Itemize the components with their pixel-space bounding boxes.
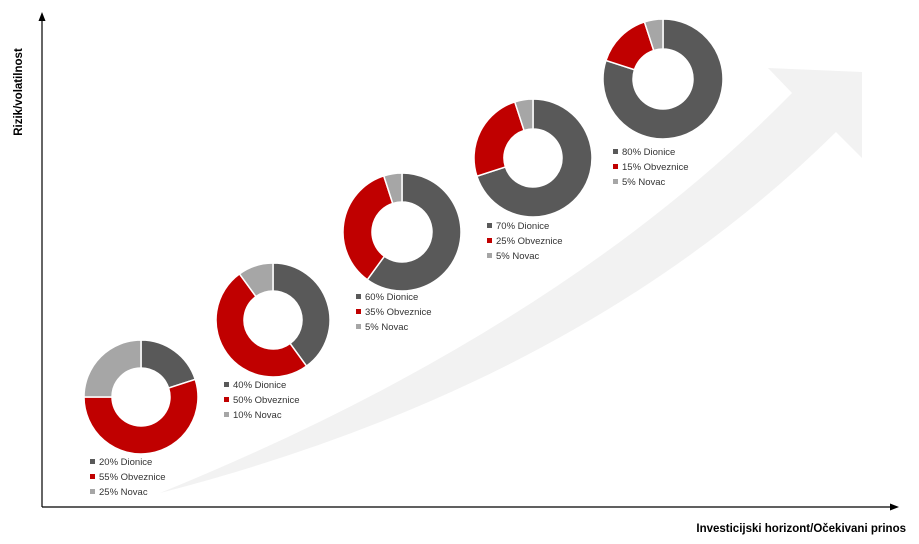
legend-label-dionice: 70% Dionice (496, 221, 549, 232)
axes (38, 12, 899, 511)
legend-label-dionice: 80% Dionice (622, 147, 675, 158)
legend-swatch-dionice (487, 223, 492, 228)
legend-label-dionice: 20% Dionice (99, 457, 152, 468)
slice-novac (238, 262, 274, 298)
y-axis-title: Rizik/volatilnost (13, 48, 25, 136)
legend-swatch-obveznice (356, 309, 361, 314)
slice-obveznice (473, 100, 525, 178)
legend-swatch-obveznice (224, 397, 229, 402)
legend-label-novac: 5% Novac (365, 322, 409, 333)
donut-chart-1: 20% Dionice 55% Obveznice 25% Novac (83, 339, 199, 498)
slice-novac (513, 98, 534, 132)
legend-swatch-novac (356, 324, 361, 329)
legend-swatch-novac (90, 489, 95, 494)
legend-label-obveznice: 55% Obveznice (99, 472, 166, 483)
legend-label-obveznice: 25% Obveznice (496, 236, 563, 247)
growth-arrow (160, 68, 862, 493)
legend-label-obveznice: 35% Obveznice (365, 307, 432, 318)
donut-chart-2: 40% Dionice 50% Obveznice 10% Novac (215, 262, 331, 421)
legend-swatch-dionice (224, 382, 229, 387)
legend-label-obveznice: 15% Obveznice (622, 162, 689, 173)
legend-label-obveznice: 50% Obveznice (233, 395, 300, 406)
legend-swatch-obveznice (487, 238, 492, 243)
y-axis-arrowhead (38, 12, 46, 21)
x-axis-title: Investicijski horizont/Očekivani prinos (696, 523, 906, 535)
donut-chart-5: 80% Dionice 15% Obveznice 5% Novac (602, 18, 724, 188)
legend-swatch-dionice (356, 294, 361, 299)
legend-swatch-novac (224, 412, 229, 417)
legend-label-novac: 5% Novac (496, 251, 540, 262)
x-axis-arrowhead (890, 503, 899, 511)
slice-obveznice (342, 174, 394, 281)
legend-swatch-novac (613, 179, 618, 184)
legend-label-dionice: 60% Dionice (365, 292, 418, 303)
slice-novac (643, 18, 664, 52)
legend-label-novac: 25% Novac (99, 487, 148, 498)
legend-swatch-dionice (90, 459, 95, 464)
legend-label-novac: 10% Novac (233, 410, 282, 421)
legend-swatch-obveznice (613, 164, 618, 169)
legend-swatch-obveznice (90, 474, 95, 479)
legend-swatch-novac (487, 253, 492, 258)
donut-chart-3: 60% Dionice 35% Obveznice 5% Novac (342, 172, 462, 333)
slice-dionice (272, 262, 331, 368)
slice-novac (382, 172, 403, 205)
legend-label-novac: 5% Novac (622, 177, 666, 188)
slice-dionice (475, 98, 593, 218)
slice-obveznice (215, 272, 308, 378)
slice-dionice (140, 339, 197, 389)
slice-obveznice (83, 378, 199, 455)
donut-charts: 20% Dionice 55% Obveznice 25% Novac 40% Dio… (83, 18, 724, 498)
legend-label-dionice: 40% Dionice (233, 380, 286, 391)
legend-swatch-dionice (613, 149, 618, 154)
slice-novac (83, 339, 142, 398)
donut-chart-4: 70% Dionice 25% Obveznice 5% Novac (473, 98, 593, 262)
slice-dionice (366, 172, 462, 292)
slice-dionice (602, 18, 724, 140)
